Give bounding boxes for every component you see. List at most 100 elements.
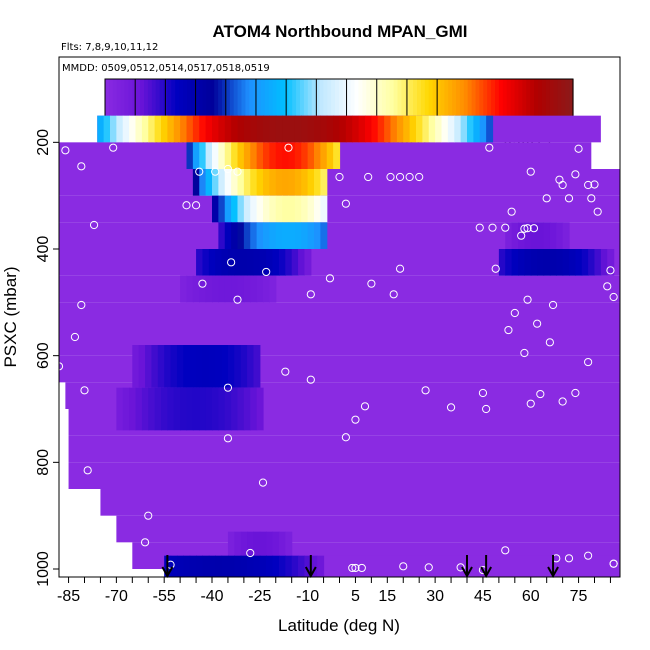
sample-point (246, 548, 255, 558)
heatmap-cell (556, 222, 564, 249)
colorbar-cell (510, 79, 516, 118)
heatmap-cell (345, 115, 353, 143)
heatmap-cell (256, 275, 264, 303)
colorbar-cell (409, 79, 414, 118)
heatmap-cell (269, 142, 277, 169)
colorbar-cell (171, 79, 176, 118)
colorbar-cell (241, 79, 246, 118)
heatmap-cell (272, 555, 280, 577)
heatmap-cell (141, 387, 149, 431)
heatmap-cell (122, 115, 130, 143)
heatmap-cell (285, 555, 293, 577)
heatmap-cell (275, 195, 283, 223)
heatmap-cell (288, 115, 296, 143)
x-tick-label: -40 (200, 588, 223, 605)
heatmap-cell (422, 115, 430, 143)
coverage-band (100, 489, 620, 516)
heatmap-cell (135, 115, 143, 143)
heatmap-cell (199, 169, 207, 196)
chart-title: ATOM4 Northbound MPAN_GMI (213, 22, 468, 41)
sample-point (606, 266, 615, 275)
colorbar-cell (549, 79, 555, 118)
heatmap-cell (259, 249, 267, 276)
heatmap-cell (141, 115, 149, 143)
colorbar-cell (506, 79, 512, 118)
sample-point (542, 194, 551, 203)
heatmap-cell (237, 115, 245, 143)
sample-point (357, 563, 366, 573)
colorbar-cell (491, 79, 496, 118)
colorbar-cell (315, 79, 321, 118)
colorbar-cell (471, 79, 477, 118)
sample-point (395, 172, 405, 182)
sample-point (529, 224, 539, 233)
colorbar-cell (268, 79, 274, 118)
heatmap-cell (269, 195, 277, 223)
heatmap-cell (212, 195, 219, 223)
y-tick-label: 1000 (35, 551, 52, 587)
heatmap-cell (288, 195, 296, 223)
x-tick-label: -55 (153, 588, 176, 605)
heatmap-cell (524, 222, 532, 249)
heatmap-cell (263, 115, 270, 143)
heatmap-cell (218, 142, 226, 169)
heatmap-cell (294, 142, 302, 169)
heatmap-cell (237, 222, 245, 249)
sample-point (456, 563, 465, 572)
heatmap-cell (205, 115, 213, 143)
colorbar-cell (530, 79, 535, 118)
colorbar-cell (140, 79, 145, 118)
heatmap-cell (240, 249, 248, 276)
colorbar-cell (323, 79, 328, 118)
sample-point (475, 223, 484, 232)
colorbar-cell (202, 79, 207, 118)
heatmap-cell (263, 169, 270, 196)
coverage-band (68, 435, 620, 463)
colorbar-cell (245, 79, 250, 118)
heatmap-cell (186, 387, 194, 431)
heatmap-cell (192, 115, 200, 143)
colorbar-cell (561, 79, 566, 118)
heatmap-cell (176, 345, 184, 388)
heatmap-cell (237, 195, 245, 223)
x-axis: -85 -70 -55 -40 -25 -10 5 15 30 45 60 75 (57, 577, 611, 605)
heatmap-cell (243, 275, 251, 303)
heatmap-cell (250, 169, 258, 196)
heatmap-cell (243, 222, 251, 249)
heatmap-cell (218, 222, 226, 249)
heatmap-cell (282, 169, 290, 196)
sample-point (609, 559, 618, 568)
sample-point (520, 348, 529, 358)
y-tick-label: 600 (35, 342, 52, 369)
x-tick-label: -10 (296, 588, 319, 605)
heatmap-cell (269, 115, 277, 143)
heatmap-cell (518, 222, 525, 249)
colorbar-cell (514, 79, 519, 118)
colorbar-cell (124, 79, 129, 118)
heatmap-cell (218, 169, 226, 196)
colorbar-cell (342, 79, 348, 118)
heatmap-cell (157, 345, 165, 388)
sample-point (211, 167, 220, 176)
heatmap-cell (301, 115, 309, 143)
heatmap-cell (227, 555, 235, 577)
colorbar-cell (218, 79, 223, 118)
heatmap-cell (224, 195, 232, 223)
arrow-head (161, 566, 174, 579)
colorbar-cell (436, 79, 441, 118)
heatmap-cell (562, 249, 570, 276)
colorbar-cell (502, 79, 508, 118)
sample-point (223, 383, 233, 392)
heatmap-cell (467, 115, 474, 143)
colorbar-cell (116, 79, 122, 118)
colorbar-cell (381, 79, 387, 118)
x-tick-label: -70 (105, 588, 128, 605)
colorbar-cell (276, 79, 282, 118)
colorbar-cell (569, 79, 574, 118)
heatmap-cell (224, 275, 232, 303)
heatmap-field (59, 115, 620, 577)
colorbar-cell (467, 79, 473, 118)
sample-point (61, 146, 70, 155)
heatmap-cell (240, 345, 248, 388)
